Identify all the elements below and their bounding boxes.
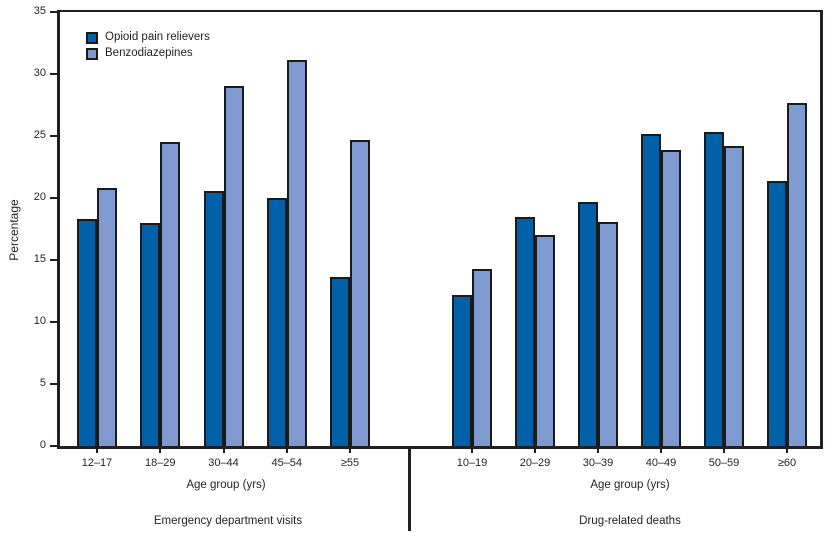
x-tick-label: 40–49 [645, 457, 677, 469]
bar-benzo [223, 86, 244, 446]
y-tick [50, 259, 57, 261]
y-tick-label: 0 [39, 439, 46, 451]
legend-item-benzo: Benzodiazepines [86, 47, 210, 60]
x-tick-label: 20–29 [519, 457, 551, 469]
bar-opioid [452, 295, 472, 446]
plot-area: Opioid pain relievers Benzodiazepines 0 5… [34, 5, 823, 469]
x-tick [723, 446, 725, 453]
y-tick [50, 73, 57, 75]
bar-benzo [160, 142, 181, 446]
bar-opioid [578, 202, 598, 446]
y-tick [50, 445, 57, 447]
x-tick [222, 446, 225, 453]
legend-item-opioid: Opioid pain relievers [86, 31, 210, 44]
bar-opioid [641, 134, 661, 446]
y-tick [50, 11, 57, 13]
x-tick-label: 18–29 [144, 457, 176, 469]
x-tick-label: 50–59 [708, 457, 740, 469]
panel-title-ed-visits: Emergency department visits [153, 515, 303, 527]
bar-benzo [661, 150, 681, 446]
bar-opioid [704, 132, 724, 446]
y-tick-label: 15 [33, 253, 46, 265]
y-tick-label: 35 [33, 5, 46, 17]
bar-benzo [472, 269, 492, 446]
x-tick-label: 30–44 [208, 457, 239, 469]
x-tick [159, 446, 162, 453]
legend: Opioid pain relievers Benzodiazepines [86, 31, 210, 63]
panel-divider-line [408, 449, 411, 531]
bar-opioid [767, 181, 787, 446]
x-tick [471, 446, 473, 453]
y-tick-label: 25 [33, 129, 46, 141]
bar-benzo [97, 188, 117, 446]
x-tick [349, 446, 351, 453]
y-tick [50, 383, 57, 385]
bar-opioid [266, 198, 287, 446]
x-tick [597, 446, 599, 453]
x-tick-label: ≥55 [340, 457, 360, 469]
legend-swatch-benzo [86, 47, 98, 60]
y-tick-label: 10 [33, 315, 46, 327]
x-tick [96, 446, 98, 453]
bar-benzo [350, 140, 370, 446]
y-axis-title: Percentage [7, 199, 21, 261]
bar-benzo [598, 222, 618, 446]
y-tick [50, 321, 57, 323]
x-tick-label: 10–19 [456, 457, 488, 469]
panel-title-drug-deaths: Drug-related deaths [579, 515, 681, 527]
legend-label-opioid: Opioid pain relievers [105, 31, 210, 43]
x-tick [660, 446, 662, 453]
bar-opioid [77, 219, 97, 446]
y-tick [50, 135, 57, 137]
bar-opioid [140, 223, 161, 446]
bar-benzo [535, 235, 555, 446]
y-tick-label: 5 [39, 377, 46, 389]
x-tick-label: 30–39 [582, 457, 614, 469]
y-tick [50, 197, 57, 199]
bar-opioid [203, 191, 224, 446]
y-tick-label: 30 [33, 67, 46, 79]
legend-swatch-opioid [86, 31, 98, 44]
x-tick [285, 446, 288, 453]
x-tick [534, 446, 536, 453]
bar-benzo [787, 103, 807, 446]
x-tick [786, 446, 788, 453]
bar-benzo [286, 60, 307, 446]
y-tick-label: 20 [33, 191, 46, 203]
x-axis-title-panel1: Age group (yrs) [186, 479, 266, 491]
x-tick-label: 45–54 [271, 457, 303, 469]
bar-benzo [724, 146, 744, 446]
x-axis-title-panel2: Age group (yrs) [590, 479, 670, 491]
bar-opioid [515, 217, 535, 446]
x-tick-label: 12–17 [81, 457, 113, 469]
legend-label-benzo: Benzodiazepines [105, 47, 193, 59]
x-tick-label: ≥60 [777, 457, 797, 469]
bar-opioid [330, 277, 350, 446]
